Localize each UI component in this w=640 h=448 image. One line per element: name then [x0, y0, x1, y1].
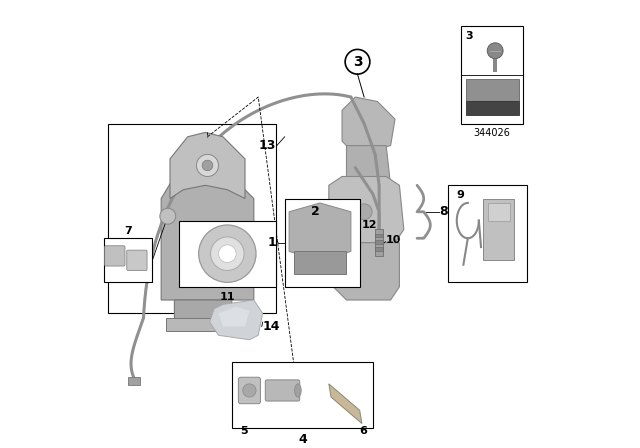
Circle shape [218, 245, 236, 263]
Polygon shape [329, 177, 404, 243]
Bar [128, 377, 140, 385]
Bar [493, 59, 497, 72]
Bar [375, 241, 383, 244]
FancyBboxPatch shape [127, 250, 147, 271]
Circle shape [243, 384, 256, 397]
Circle shape [356, 204, 372, 220]
Polygon shape [346, 146, 390, 194]
Polygon shape [294, 251, 346, 274]
Bar [483, 198, 514, 260]
Bar [285, 198, 360, 287]
Text: 12: 12 [362, 220, 378, 230]
Bar [375, 247, 383, 250]
Text: 3: 3 [353, 55, 362, 69]
Text: 14: 14 [262, 320, 280, 333]
Polygon shape [161, 168, 254, 300]
Bar [179, 220, 276, 287]
Text: 9: 9 [457, 190, 465, 200]
Circle shape [198, 225, 256, 282]
Text: 344026: 344026 [474, 128, 511, 138]
Text: 3: 3 [465, 31, 473, 41]
Bar [232, 362, 373, 428]
Bar [375, 234, 383, 237]
Polygon shape [170, 132, 245, 198]
Text: 8: 8 [439, 205, 448, 218]
Bar [375, 229, 383, 256]
Text: 13: 13 [259, 139, 276, 152]
FancyBboxPatch shape [238, 377, 260, 404]
Text: 10: 10 [386, 236, 401, 246]
Circle shape [202, 160, 212, 171]
Polygon shape [289, 203, 351, 260]
Circle shape [211, 237, 244, 271]
Circle shape [160, 208, 176, 224]
Polygon shape [210, 300, 262, 340]
Text: 4: 4 [298, 433, 307, 446]
Text: 1: 1 [267, 236, 276, 249]
Text: 2: 2 [311, 205, 320, 218]
FancyBboxPatch shape [105, 246, 125, 266]
Circle shape [196, 155, 218, 177]
Polygon shape [333, 243, 399, 300]
FancyBboxPatch shape [266, 380, 300, 401]
Polygon shape [166, 318, 241, 331]
Bar [461, 26, 523, 124]
Circle shape [186, 234, 230, 278]
Polygon shape [342, 97, 395, 155]
Polygon shape [175, 300, 232, 327]
Text: 6: 6 [360, 426, 367, 436]
Text: 5: 5 [241, 426, 248, 436]
Text: 7: 7 [124, 226, 132, 236]
Circle shape [487, 43, 503, 59]
Ellipse shape [294, 384, 301, 397]
Text: 11: 11 [220, 292, 235, 302]
Bar [488, 203, 509, 220]
Polygon shape [465, 79, 518, 102]
Polygon shape [465, 102, 518, 115]
Bar [108, 124, 276, 313]
Bar [104, 238, 152, 282]
Polygon shape [218, 306, 250, 327]
Polygon shape [329, 384, 362, 423]
Circle shape [192, 241, 223, 271]
Bar [448, 185, 527, 282]
